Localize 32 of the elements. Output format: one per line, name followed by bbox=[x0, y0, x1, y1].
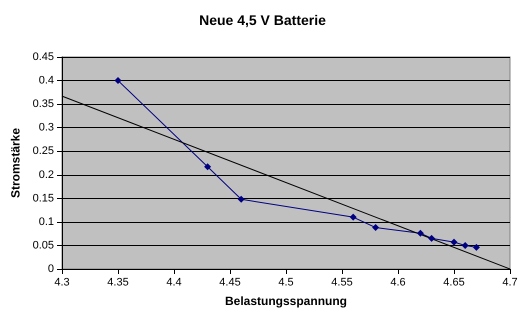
x-tick-label: 4.6 bbox=[390, 276, 406, 288]
y-tick-label: 0.45 bbox=[32, 51, 54, 63]
point bbox=[462, 242, 469, 249]
y-tick-label: 0.15 bbox=[32, 192, 54, 204]
y-tick-label: 0.35 bbox=[32, 98, 54, 110]
y-tick-label: 0.05 bbox=[32, 239, 54, 252]
point bbox=[472, 244, 480, 251]
x-tick-label: 4.65 bbox=[443, 276, 465, 288]
x-tick-label: 4.3 bbox=[54, 276, 70, 288]
point bbox=[204, 163, 212, 170]
x-tick-label: 4.4 bbox=[166, 276, 182, 288]
point bbox=[350, 214, 357, 221]
y-tick-label: 0.25 bbox=[32, 145, 54, 158]
point bbox=[450, 238, 458, 246]
point bbox=[238, 196, 245, 203]
x-tick-label: 4.5 bbox=[278, 276, 294, 288]
y-tick-label: 0.1 bbox=[38, 216, 54, 228]
y-tick-label: 0.3 bbox=[38, 122, 54, 134]
y-tick-label: 0.4 bbox=[38, 74, 54, 87]
point bbox=[372, 224, 380, 232]
y-axis-title: Stromstärke bbox=[8, 128, 23, 198]
chart-title: Neue 4,5 V Batterie bbox=[199, 12, 326, 28]
point bbox=[114, 77, 122, 84]
x-axis-title: Belastungsspannung bbox=[224, 294, 348, 308]
point bbox=[428, 234, 436, 242]
point bbox=[416, 230, 424, 237]
y-tick-label: 0 bbox=[48, 263, 54, 275]
x-tick-label: 4.7 bbox=[502, 276, 518, 288]
y-tick-label: 0.2 bbox=[38, 168, 54, 181]
x-tick-label: 4.55 bbox=[331, 276, 353, 288]
x-tick-label: 4.45 bbox=[219, 276, 241, 288]
x-tick-label: 4.35 bbox=[107, 276, 129, 288]
